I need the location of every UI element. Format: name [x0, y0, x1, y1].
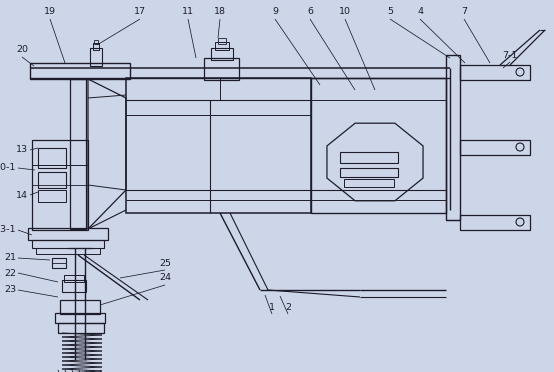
Bar [446, 55, 460, 220]
Bar [93, 43, 99, 50]
Text: 13: 13 [16, 145, 28, 154]
Text: 14: 14 [16, 190, 28, 199]
Text: 23: 23 [4, 285, 16, 295]
Text: 11: 11 [182, 7, 194, 16]
Bar [38, 172, 66, 188]
Text: 1: 1 [269, 304, 275, 312]
Bar [94, 40, 98, 44]
Bar [28, 228, 108, 240]
Text: 7-1: 7-1 [502, 51, 517, 60]
Bar [460, 65, 530, 80]
Bar [204, 58, 239, 80]
Text: 6: 6 [307, 7, 313, 16]
Bar [340, 168, 398, 177]
Text: 17: 17 [134, 7, 146, 16]
Bar [52, 258, 66, 268]
Text: 18: 18 [214, 7, 226, 16]
Text: 25: 25 [159, 259, 171, 267]
Bar [70, 79, 86, 229]
Bar [32, 140, 88, 230]
Text: 10: 10 [339, 7, 351, 16]
Text: 2: 2 [285, 304, 291, 312]
Text: 21: 21 [4, 253, 16, 263]
Text: 5: 5 [387, 7, 393, 16]
Bar [38, 148, 66, 168]
Bar [340, 152, 398, 163]
Text: 7: 7 [461, 7, 467, 16]
Text: 20: 20 [16, 45, 28, 55]
Bar [58, 323, 104, 333]
Bar [32, 240, 104, 248]
Text: 4: 4 [417, 7, 423, 16]
Text: 19: 19 [44, 7, 56, 16]
Bar [218, 38, 226, 44]
Bar [62, 280, 86, 292]
Bar [460, 215, 530, 230]
Text: 20-1: 20-1 [0, 164, 16, 173]
Bar [460, 140, 530, 155]
Bar [90, 48, 102, 66]
Bar [126, 78, 311, 213]
Bar [30, 63, 130, 79]
Text: 24: 24 [159, 273, 171, 282]
Bar [38, 190, 66, 202]
Text: 9: 9 [272, 7, 278, 16]
Bar [36, 248, 100, 254]
Bar [215, 42, 229, 50]
Text: 13-1: 13-1 [0, 225, 16, 234]
Bar [311, 78, 446, 213]
Bar [64, 275, 84, 282]
Text: 22: 22 [4, 269, 16, 278]
Bar [60, 300, 100, 314]
Bar [211, 48, 233, 60]
Bar [55, 313, 105, 323]
Bar [344, 179, 394, 187]
